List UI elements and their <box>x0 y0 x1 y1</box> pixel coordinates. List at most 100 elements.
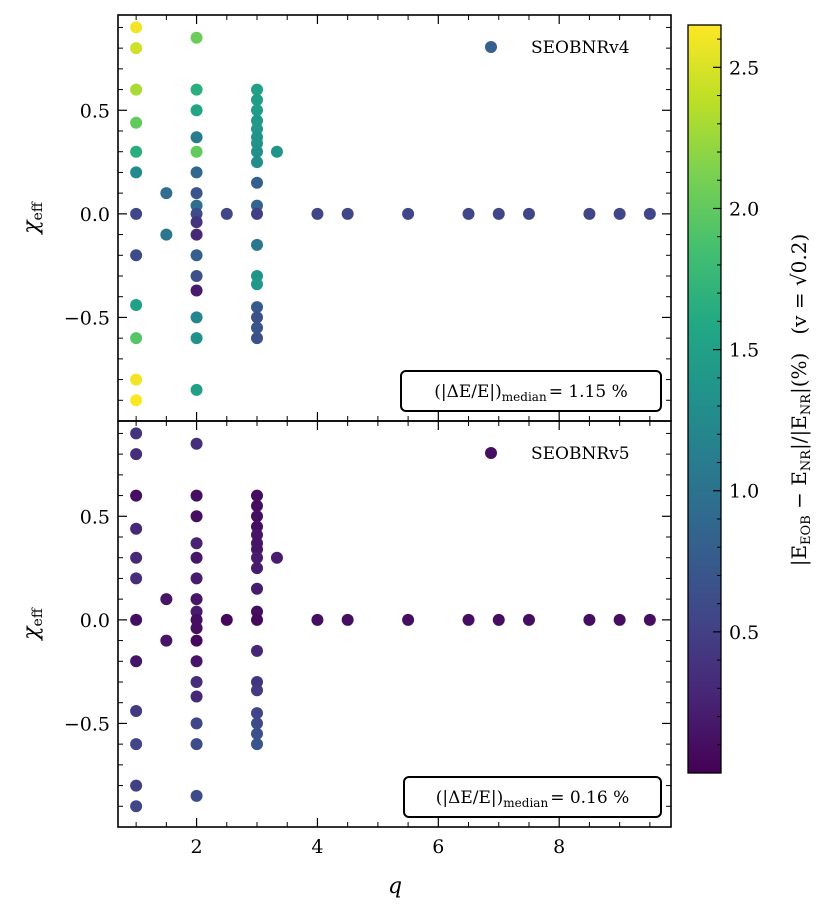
data-point <box>311 613 324 626</box>
data-point <box>251 145 264 158</box>
data-point <box>402 207 415 220</box>
data-point <box>190 510 203 523</box>
data-point <box>190 228 203 241</box>
data-point <box>251 684 264 697</box>
data-point <box>270 551 283 564</box>
data-point <box>190 437 203 450</box>
data-point <box>190 622 203 635</box>
data-point <box>251 582 264 595</box>
median-annotation: (|ΔE/E|)median = 0.16 % <box>436 788 630 810</box>
data-point <box>613 207 626 220</box>
data-point <box>251 156 264 169</box>
data-point <box>190 655 203 668</box>
data-point <box>130 489 143 502</box>
data-point <box>251 114 264 127</box>
data-point <box>190 166 203 179</box>
data-point <box>251 83 264 96</box>
data-point <box>190 216 203 229</box>
panel-seobnrv5: −0.5 0.0 0.5 2 4 6 8 SEOBNRv5 (|ΔE/E|)median = 0.… <box>64 420 672 858</box>
data-point <box>190 332 203 345</box>
data-point <box>130 207 143 220</box>
colorbar-gradient <box>687 24 722 774</box>
data-point <box>130 394 143 407</box>
data-point <box>130 572 143 585</box>
data-point <box>251 717 264 730</box>
data-point <box>190 572 203 585</box>
y-axis-label-top: χeff <box>19 201 46 236</box>
data-point <box>583 207 596 220</box>
data-point <box>190 676 203 688</box>
data-point <box>130 613 143 626</box>
data-point <box>522 207 535 220</box>
data-point <box>220 613 233 626</box>
data-point <box>190 187 203 200</box>
x-axis-label: q <box>388 874 402 899</box>
x-tick-label: 2 <box>191 836 203 858</box>
data-point <box>251 644 264 657</box>
data-point <box>190 284 203 297</box>
data-point <box>251 104 264 117</box>
x-tick-label: 8 <box>553 836 565 858</box>
data-point <box>522 613 535 626</box>
data-point <box>492 613 505 626</box>
data-point <box>130 332 143 345</box>
data-point <box>251 727 264 740</box>
y-tick-label: −0.5 <box>64 307 110 329</box>
data-point <box>341 613 354 626</box>
data-point <box>251 122 264 135</box>
data-point <box>190 383 203 396</box>
y-tick-label: −0.5 <box>64 713 110 735</box>
data-point <box>251 562 264 575</box>
data-point <box>251 238 264 251</box>
data-point <box>643 613 656 626</box>
median-annotation: (|ΔE/E|)median = 1.15 % <box>434 382 628 404</box>
data-point <box>251 321 264 334</box>
data-point <box>130 145 143 158</box>
data-point <box>190 145 203 158</box>
legend-label: SEOBNRv5 <box>531 444 630 464</box>
colorbar-label: |EEOB − ENR|/|ENR|(%)(v = √0.2) <box>787 234 814 567</box>
plot-frame <box>117 420 672 828</box>
x-tick-label: 4 <box>311 836 323 858</box>
data-point <box>251 499 264 512</box>
data-point <box>130 522 143 535</box>
data-point <box>613 613 626 626</box>
data-point <box>462 613 475 626</box>
data-point <box>130 83 143 96</box>
data-point <box>251 311 264 324</box>
data-point <box>130 779 143 792</box>
data-point <box>190 31 203 44</box>
data-point <box>251 605 264 618</box>
data-point <box>130 705 143 717</box>
data-point <box>160 228 173 241</box>
data-point <box>251 270 264 282</box>
y-tick-label: 0.0 <box>80 204 110 226</box>
data-point <box>130 427 143 440</box>
legend-label: SEOBNRv4 <box>531 38 630 58</box>
data-point <box>190 270 203 282</box>
data-point <box>341 207 354 220</box>
data-point <box>251 137 264 150</box>
data-point <box>190 104 203 117</box>
data-point <box>130 800 143 813</box>
data-point <box>130 249 143 262</box>
data-point <box>311 207 324 220</box>
data-point <box>190 717 203 730</box>
data-point <box>190 789 203 802</box>
data-point <box>190 207 203 220</box>
data-point <box>251 332 264 345</box>
data-point <box>130 166 143 179</box>
colorbar <box>687 24 722 774</box>
legend-marker <box>485 41 497 53</box>
data-point <box>130 116 143 129</box>
data-point <box>462 207 475 220</box>
data-point <box>251 676 264 688</box>
data-point <box>251 278 264 291</box>
data-point <box>130 655 143 668</box>
data-point <box>190 690 203 703</box>
data-point <box>130 448 143 461</box>
colorbar-tick-label: 2.0 <box>729 198 759 220</box>
panel-seobnrv4: −0.5 0.0 0.5 SEOBNRv4 (|ΔE/E|)median = 1.15 % <box>64 14 672 422</box>
data-point <box>251 528 264 541</box>
